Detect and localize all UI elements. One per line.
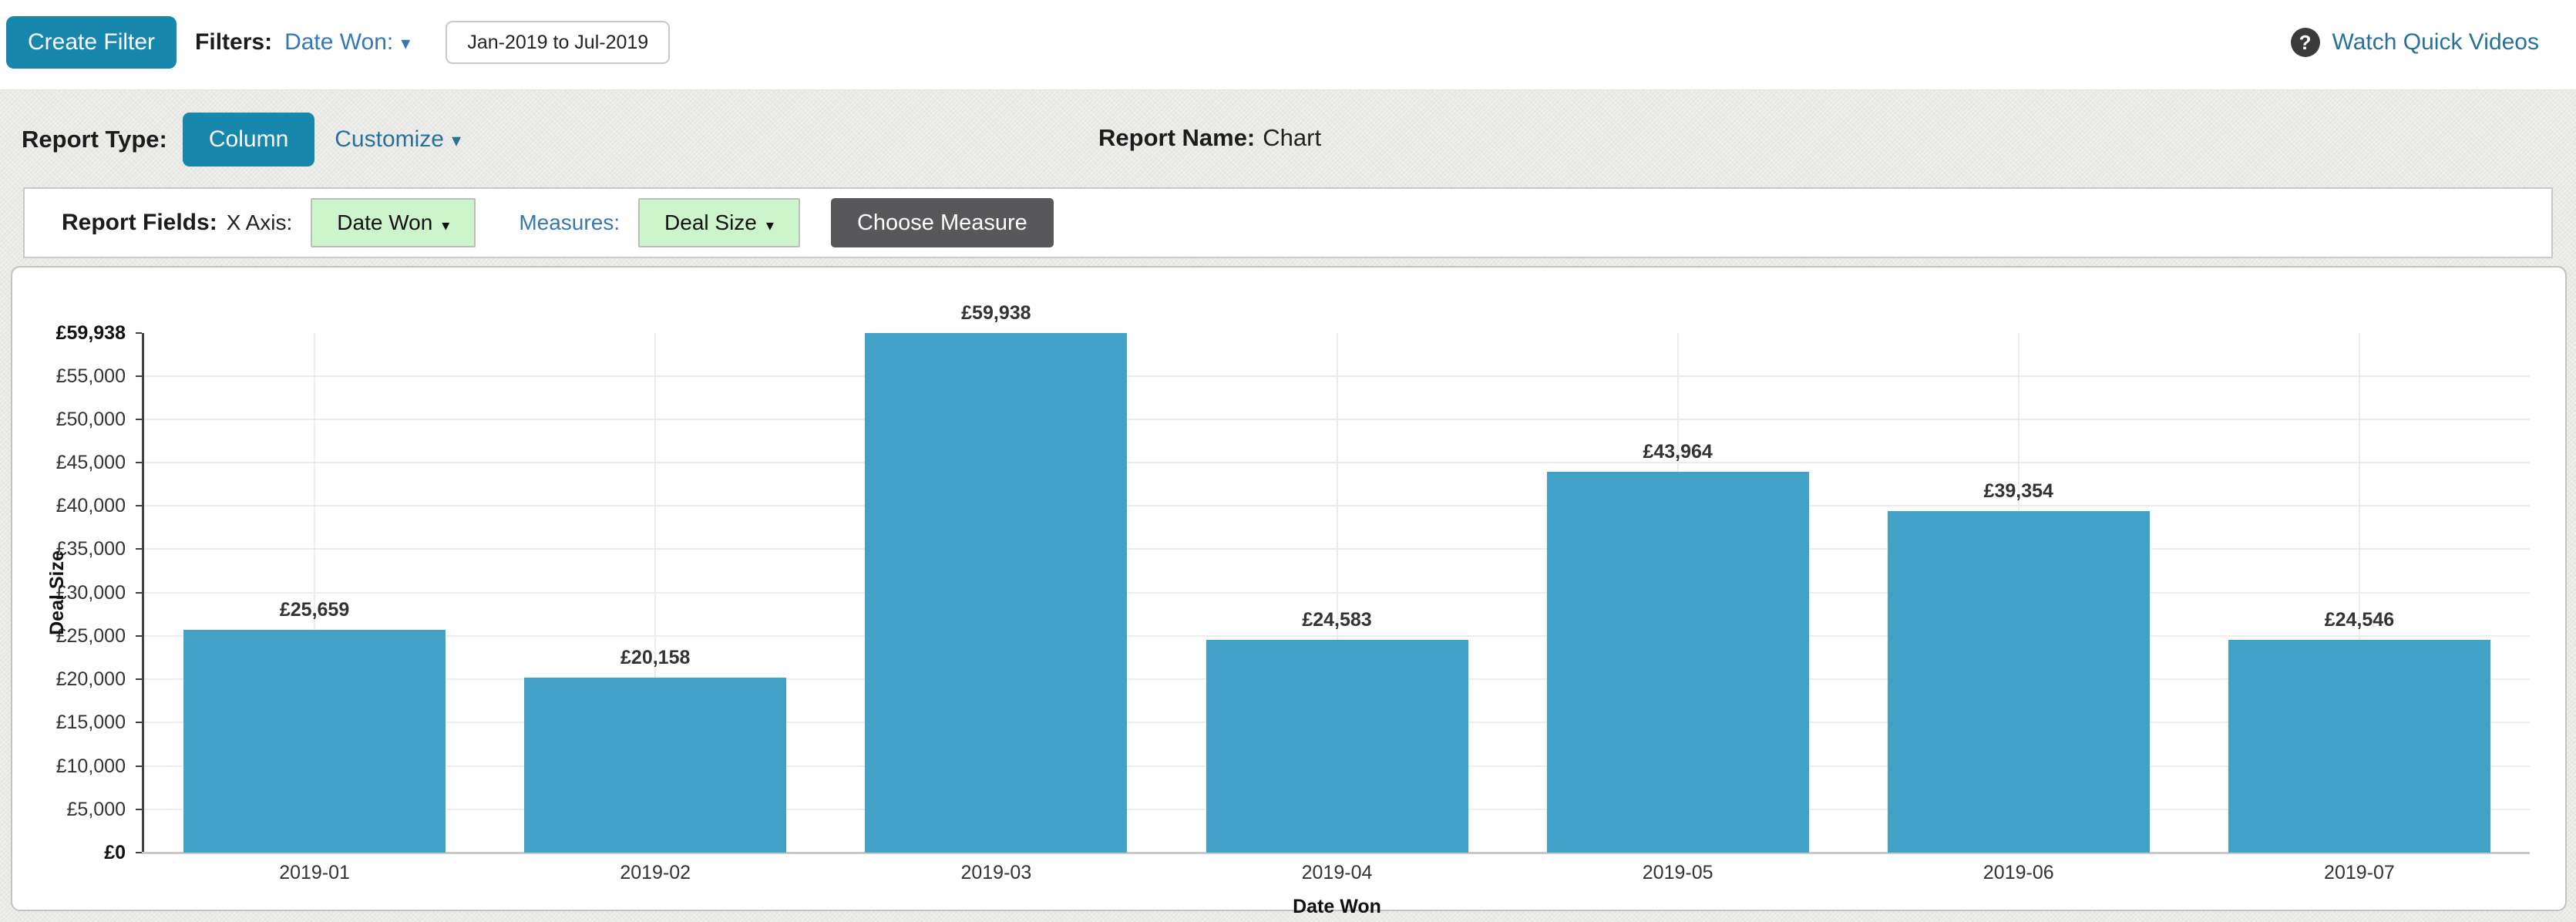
x-tick-label: 2019-07 — [2324, 862, 2395, 883]
bar[interactable] — [524, 678, 787, 853]
y-tick-label: £10,000 — [55, 755, 126, 777]
bar-value-label: £25,659 — [279, 599, 350, 621]
y-tick-label: £35,000 — [55, 538, 126, 560]
x-axis-field-value: Date Won — [337, 210, 433, 234]
filters-label: Filters: — [195, 29, 273, 55]
y-tick-label: £59,938 — [55, 322, 126, 344]
y-tick-label: £40,000 — [55, 495, 126, 517]
x-axis-title: Date Won — [1293, 896, 1381, 917]
y-tick-label: £15,000 — [55, 712, 126, 734]
report-fields-bar: Report Fields: X Axis: Date Won Measures… — [23, 187, 2553, 258]
column-chart-panel: £0 £5,000 £10,000 £15,000 £20,000 £25,000 £30,… — [11, 266, 2567, 917]
y-tick-mark — [136, 852, 142, 853]
x-tick-label: 2019-01 — [279, 862, 350, 883]
bar-value-label: £24,583 — [1302, 608, 1372, 631]
bar-value-label: £39,354 — [1983, 480, 2053, 503]
report-type-column-button[interactable]: Column — [182, 113, 315, 167]
y-tick-label: £25,000 — [55, 624, 126, 647]
report-name-value: Chart — [1263, 123, 1322, 151]
bar[interactable] — [865, 333, 1128, 853]
bar-value-label: £59,938 — [961, 302, 1031, 324]
y-tick-mark — [136, 332, 142, 334]
report-type-label: Report Type: — [22, 126, 167, 153]
y-tick-label: £30,000 — [55, 581, 126, 604]
bar[interactable] — [1546, 471, 1809, 853]
y-tick-mark — [136, 591, 142, 594]
report-fields-label: Report Fields: — [62, 210, 217, 235]
report-name-label: Report Name: — [1098, 123, 1256, 151]
date-won-filter-dropdown[interactable]: Date Won: — [284, 29, 410, 56]
bar[interactable] — [183, 630, 446, 853]
y-tick-label: £0 — [104, 842, 126, 863]
bar-value-label: £43,964 — [1643, 440, 1713, 463]
help-icon[interactable] — [2290, 28, 2320, 57]
report-type-bar: Report Type: Column Customize Report Nam… — [0, 90, 2576, 189]
x-tick-label: 2019-03 — [960, 862, 1032, 883]
x-tick-label: 2019-02 — [620, 862, 691, 883]
y-axis-line — [142, 333, 144, 854]
y-axis-title: Deal Size — [46, 550, 68, 635]
x-tick-label: 2019-04 — [1301, 862, 1373, 883]
caret-down-icon — [757, 210, 774, 235]
x-gridline — [314, 333, 316, 853]
y-tick-mark — [136, 765, 142, 767]
y-tick-label: £45,000 — [55, 451, 126, 473]
top-filter-bar: Create Filter Filters: Date Won: Jan-201… — [0, 0, 2576, 90]
bar-value-label: £24,546 — [2324, 608, 2395, 631]
watch-quick-videos-link[interactable]: Watch Quick Videos — [2332, 29, 2539, 55]
bar[interactable] — [1887, 511, 2150, 853]
column-chart: £0 £5,000 £10,000 £15,000 £20,000 £25,000 £30,… — [12, 268, 2565, 917]
bar-value-label: £20,158 — [620, 647, 691, 669]
report-name: Report Name: Chart — [1098, 124, 1321, 152]
measure-field-dropdown[interactable]: Deal Size — [638, 198, 800, 247]
y-tick-label: £50,000 — [55, 408, 126, 430]
x-gridline — [2358, 333, 2360, 853]
y-tick-mark — [136, 548, 142, 550]
x-axis-field-dropdown[interactable]: Date Won — [311, 198, 476, 247]
bar[interactable] — [1206, 639, 1468, 853]
caret-down-icon — [432, 210, 449, 235]
create-filter-button[interactable]: Create Filter — [6, 16, 177, 69]
y-tick-mark — [136, 505, 142, 507]
x-gridline — [654, 333, 657, 853]
measure-field-value: Deal Size — [664, 210, 757, 234]
y-tick-label: £55,000 — [55, 365, 126, 387]
y-tick-mark — [136, 461, 142, 463]
choose-measure-button[interactable]: Choose Measure — [830, 198, 1054, 247]
y-tick-mark — [136, 678, 142, 681]
y-tick-mark — [136, 722, 142, 724]
y-tick-mark — [136, 808, 142, 810]
y-tick-label: £5,000 — [66, 798, 126, 820]
y-tick-mark — [136, 634, 142, 637]
y-tick-mark — [136, 375, 142, 377]
x-axis-line — [142, 852, 2530, 854]
x-gridline — [1336, 333, 1338, 853]
date-range-filter[interactable]: Jan-2019 to Jul-2019 — [446, 21, 671, 64]
bar[interactable] — [2228, 639, 2490, 853]
x-tick-label: 2019-05 — [1642, 862, 1713, 883]
measures-label: Measures: — [519, 210, 620, 234]
y-tick-label: £20,000 — [55, 668, 126, 691]
x-tick-label: 2019-06 — [1982, 862, 2054, 883]
customize-dropdown[interactable]: Customize — [335, 126, 461, 153]
y-tick-mark — [136, 418, 142, 420]
x-axis-label: X Axis: — [226, 210, 293, 234]
